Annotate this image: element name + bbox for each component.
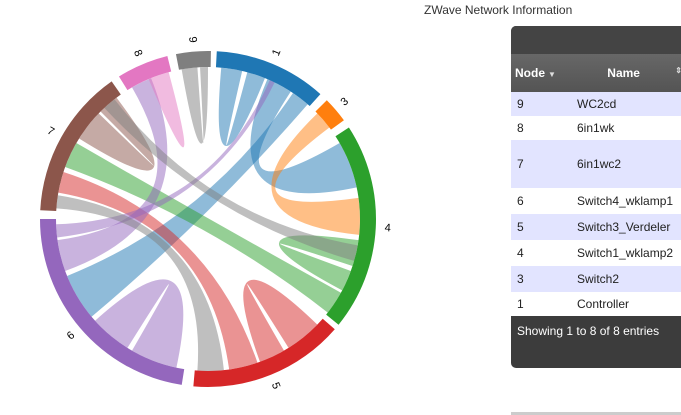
cell-name: Controller [577,297,630,311]
table-row[interactable]: 6 Switch4_wklamp1 [511,188,681,214]
table-row[interactable]: 8 6in1wk [511,116,681,140]
cell-node: 9 [517,97,524,111]
table-row[interactable]: 4 Switch1_wklamp2 [511,240,681,266]
chord-group-arc-4[interactable] [326,127,376,325]
chord-group-arc-5[interactable] [193,318,335,387]
sort-both-icon: ⇕ [675,66,681,75]
chord-ribbon-6-6[interactable] [95,279,184,368]
chord-group-arc-3[interactable] [315,100,344,130]
sort-desc-icon: ▼ [548,70,556,79]
column-header-node[interactable]: Node ▼ [511,54,571,92]
chord-group-label-6: 6 [65,329,77,342]
cell-name: Switch2 [577,272,620,286]
table-row[interactable]: 7 6in1wc2 [511,140,681,188]
cell-name: Switch3_Verdeler [577,220,671,234]
column-header-name[interactable]: Name ⇕ [571,54,681,92]
cell-node: 3 [517,272,524,286]
cell-name: WC2cd [577,97,617,111]
cell-node: 6 [517,194,524,208]
table-row[interactable]: 3 Switch2 [511,266,681,292]
cell-node: 1 [517,297,524,311]
chord-ribbon-3-4[interactable] [271,113,361,235]
table-toolbar [511,26,681,54]
table-row[interactable]: 5 Switch3_Verdeler [511,214,681,240]
chord-group-arc-9[interactable] [175,51,211,70]
chord-ribbon-8-8[interactable] [148,72,185,149]
cell-name: 6in1wk [577,121,615,135]
table-header-row: Node ▼ Name ⇕ [511,54,681,92]
cell-name: Switch4_wklamp1 [577,194,674,208]
chord-group-label-9: 9 [186,36,198,43]
chord-group-label-8: 8 [131,48,144,58]
chord-ribbon-1-4[interactable] [250,79,357,194]
page-title: ZWave Network Information [424,3,573,17]
chord-group-label-1: 1 [270,48,283,58]
chord-group-label-7: 7 [45,125,56,138]
table-body: 9 WC2cd 8 6in1wk 7 6in1wc2 6 Switch4_wklamp1 5 Sw… [511,92,681,316]
chord-ribbon-7-7[interactable] [79,97,155,171]
table-info: Showing 1 to 8 of 8 entries [517,324,660,338]
chord-group-arc-7[interactable] [40,81,121,212]
chord-ribbon-5-5[interactable] [243,279,318,362]
column-header-node-label: Node [515,66,545,80]
chord-group-label-5: 5 [269,381,282,391]
table-row[interactable]: 9 WC2cd [511,92,681,116]
chord-ribbon-1-1[interactable] [218,67,265,147]
chord-group-arc-6[interactable] [40,219,185,385]
chord-ribbon-6-8[interactable] [57,78,168,271]
cell-name: Switch1_wklamp2 [577,246,674,260]
column-header-name-label: Name [607,66,640,80]
node-table-panel: Node ▼ Name ⇕ 9 WC2cd 8 6in1wk 7 6in1wc2 6 Switch… [511,26,681,368]
chord-group-arc-8[interactable] [118,55,172,91]
chord-ribbons [56,67,361,371]
chord-ribbon-9-4[interactable] [104,99,358,261]
cell-node: 5 [517,220,524,234]
chord-ribbon-1-6[interactable] [67,92,308,317]
chord-group-label-4: 4 [384,222,391,234]
cell-node: 8 [517,121,524,135]
chord-diagram: 1 3 4 5 6 7 8 9 [40,36,391,391]
cell-name: 6in1wc2 [577,157,622,171]
horizontal-scrollbar[interactable] [511,412,681,415]
chord-ribbon-5-7[interactable] [58,172,258,370]
chord-ribbon-9-9[interactable] [181,67,208,144]
cell-node: 7 [517,157,524,171]
chord-ribbon-9-5[interactable] [56,195,224,371]
chord-ribbon-4-7[interactable] [65,143,341,313]
node-table: Node ▼ Name ⇕ 9 WC2cd 8 6in1wk 7 6in1wc2 6 Switch… [511,54,681,316]
cell-node: 4 [517,246,524,260]
chord-group-arc-1[interactable] [215,51,321,107]
table-row[interactable]: 1 Controller [511,292,681,316]
chord-group-label-3: 3 [339,95,351,108]
